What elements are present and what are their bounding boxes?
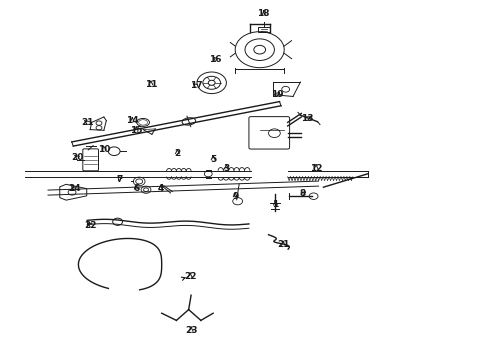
Text: 15: 15	[130, 126, 143, 135]
Text: 21: 21	[81, 118, 94, 127]
Text: 22: 22	[84, 220, 97, 230]
Text: 20: 20	[71, 153, 84, 162]
Text: 11: 11	[145, 80, 157, 89]
Text: 17: 17	[190, 81, 202, 90]
Text: 7: 7	[117, 175, 123, 184]
Text: 16: 16	[209, 55, 222, 63]
Text: 5: 5	[210, 154, 216, 163]
Text: 2: 2	[174, 149, 180, 158]
Text: 13: 13	[301, 113, 314, 122]
Text: 22: 22	[184, 272, 196, 281]
Text: 19: 19	[270, 90, 283, 99]
Text: 21: 21	[277, 240, 290, 249]
Text: 23: 23	[185, 326, 197, 335]
Text: 10: 10	[98, 145, 111, 154]
Text: 3: 3	[223, 163, 229, 172]
Text: 12: 12	[310, 163, 322, 172]
Text: 8: 8	[300, 189, 306, 198]
Text: 9: 9	[232, 192, 239, 201]
Text: 1: 1	[272, 200, 278, 209]
Text: 18: 18	[257, 9, 270, 18]
Text: 6: 6	[133, 184, 139, 193]
Text: 4: 4	[157, 184, 164, 193]
Text: 14: 14	[126, 116, 139, 125]
Text: 24: 24	[68, 184, 81, 193]
